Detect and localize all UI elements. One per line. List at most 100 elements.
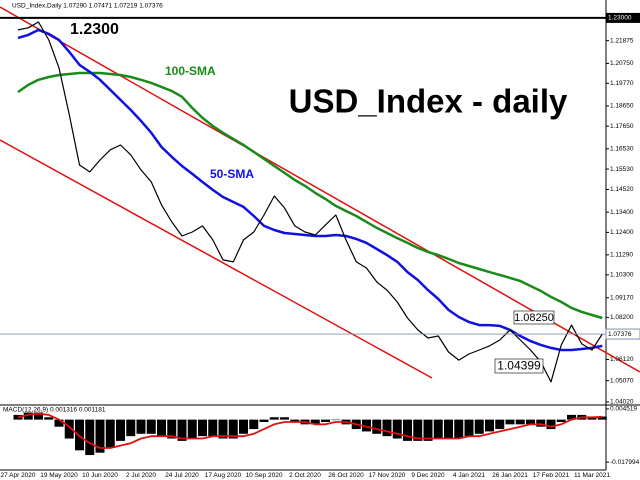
sma-label: 50-SMA: [210, 167, 254, 181]
macd-bar: [362, 419, 371, 432]
x-tick-label: 9 Dec 2020: [411, 472, 445, 479]
macd-bar: [413, 419, 423, 441]
series-line: [17, 412, 603, 449]
y-tick-label: 1.12400: [610, 229, 634, 236]
macd-bar: [597, 416, 607, 420]
y-tick-label: 1.04020: [610, 399, 634, 406]
macd-bar: [382, 419, 392, 437]
macd-bar: [454, 419, 464, 439]
series-line: [17, 28, 603, 352]
y-tick-label: 1.19770: [610, 80, 634, 87]
x-tick-label: 10 Jun 2020: [82, 472, 118, 479]
macd-bar: [444, 419, 453, 439]
macd-bar: [54, 419, 64, 427]
macd-bar: [392, 419, 402, 439]
macd-bar: [464, 419, 474, 437]
macd-bar: [218, 419, 228, 439]
macd-bar: [249, 419, 259, 430]
macd-bar: [372, 419, 382, 434]
macd-bar: [567, 414, 576, 420]
macd-bar: [556, 419, 566, 422]
macd-bar: [228, 419, 238, 439]
sma-label: 100-SMA: [165, 64, 216, 78]
y-tick-label: 1.05070: [610, 377, 634, 384]
macd-bar: [95, 419, 105, 453]
y-tick-label: 1.14520: [610, 186, 634, 193]
x-tick-label: 11 Mar 2021: [574, 472, 610, 479]
series-line: [17, 71, 603, 320]
macd-bar: [423, 419, 433, 441]
macd-bar: [290, 419, 300, 422]
annotation: 1.08250: [514, 312, 554, 324]
macd-bar: [495, 419, 505, 430]
y-tick-label: 1.16530: [610, 146, 634, 153]
macd-bar: [105, 419, 115, 448]
macd-bar: [526, 419, 535, 425]
macd-bar: [505, 419, 515, 425]
macd-bar: [157, 419, 166, 437]
marks: [13, 21, 607, 456]
x-tick-label: 2 Jul 2020: [126, 472, 156, 479]
macd-bar: [126, 419, 136, 437]
macd-bar: [23, 412, 33, 420]
y-tick-label: 1.18650: [610, 103, 634, 110]
macd-bar: [259, 419, 269, 422]
macd-bar: [331, 419, 341, 421]
annotation: 1.04399: [497, 359, 541, 373]
chart-title: USD_Index - daily: [289, 83, 568, 120]
resistance-label: 1.23000: [608, 15, 632, 22]
channel-lower: [0, 139, 433, 379]
macd-bar: [310, 419, 320, 425]
x-tick-label: 27 Apr 2020: [0, 472, 35, 479]
macd-bar: [208, 419, 218, 437]
y-tick-label: 1.10300: [610, 272, 634, 279]
x-tick-label: 10 Sep 2020: [246, 472, 283, 479]
y-tick-label: 1.06120: [610, 356, 634, 363]
macd-bar: [85, 419, 95, 456]
series-line: [17, 21, 603, 383]
macd-bar: [136, 419, 146, 434]
macd-bar: [167, 419, 177, 439]
y-tick-label: 1.11290: [610, 252, 633, 259]
y-tick-label: 1.21875: [610, 37, 634, 44]
y-tick-label: 1.15530: [610, 166, 634, 173]
x-tick-label: 26 Oct 2020: [328, 472, 364, 479]
x-tick-label: 4 Jan 2021: [453, 472, 486, 479]
macd-bar: [44, 417, 54, 420]
macd-bar: [433, 419, 443, 439]
x-tick-label: 19 May 2020: [40, 472, 78, 479]
macd-bar: [474, 419, 484, 434]
macd-bar: [536, 419, 546, 427]
macd-bar: [187, 419, 197, 439]
annotation-box: [513, 310, 555, 325]
macd-bar: [546, 419, 556, 430]
macd-bar: [269, 417, 279, 420]
current-price-label: 1.07376: [608, 331, 632, 338]
macd-bar: [515, 419, 525, 425]
macd-bar: [280, 417, 289, 420]
price-label-box: [606, 12, 640, 23]
macd-bar: [198, 419, 207, 437]
annotation-box: [494, 358, 544, 374]
x-tick-label: 17 Nov 2020: [369, 472, 406, 479]
macd-bar: [403, 419, 412, 441]
macd-bar: [587, 417, 597, 420]
x-tick-label: 17 Aug 2020: [205, 472, 242, 479]
y-tick-label: 1.20750: [610, 60, 634, 67]
annotation: 1.2300: [70, 21, 119, 38]
macd-bar: [177, 419, 187, 441]
y-tick-label: 1.17650: [610, 123, 634, 130]
price-label-box: [605, 328, 640, 340]
macd-bar: [485, 419, 494, 432]
macd-bar: [239, 419, 248, 434]
y-tick-label: 1.08200: [610, 314, 634, 321]
x-tick-label: 26 Jan 2021: [492, 472, 528, 479]
x-tick-label: 17 Feb 2021: [533, 472, 570, 479]
x-tick-label: 24 Jul 2020: [165, 472, 199, 479]
macd-bar: [146, 419, 156, 434]
chart-header: USD_Index,Daily 1.07290 1.07471 1.07219 …: [12, 3, 163, 10]
y-tick-label: -0.017994: [610, 459, 640, 466]
macd-bar: [321, 419, 330, 422]
macd-bar: [116, 419, 125, 441]
